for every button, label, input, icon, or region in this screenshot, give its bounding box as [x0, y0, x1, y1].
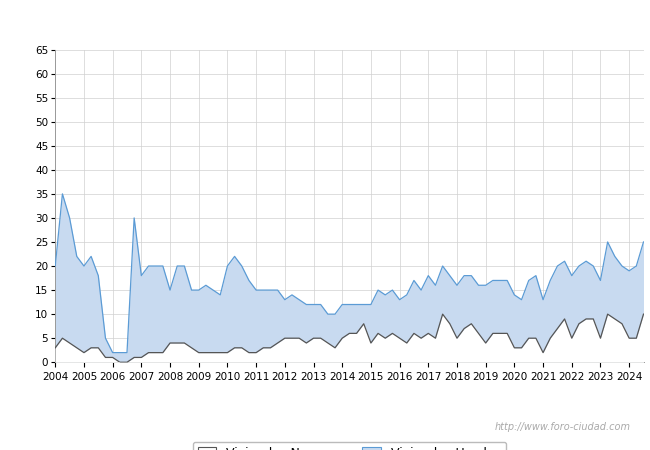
Legend: Viviendas Nuevas, Viviendas Usadas: Viviendas Nuevas, Viviendas Usadas: [192, 442, 506, 450]
Text: http://www.foro-ciudad.com: http://www.foro-ciudad.com: [495, 422, 630, 432]
Text: Azuaga - Evolucion del Nº de Transacciones Inmobiliarias: Azuaga - Evolucion del Nº de Transaccion…: [88, 14, 562, 33]
